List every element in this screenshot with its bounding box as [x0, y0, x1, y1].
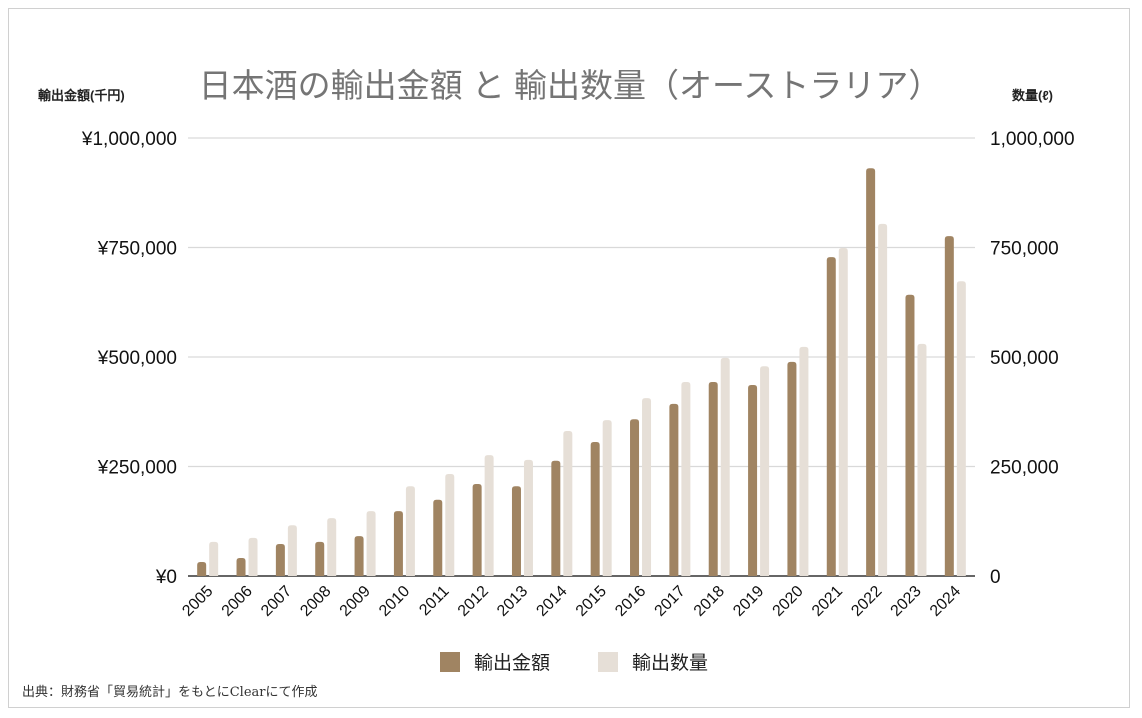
- bar-export-volume: [445, 473, 455, 576]
- bar-export-volume: [838, 247, 848, 577]
- right-tick-label: 500,000: [990, 348, 1059, 369]
- bar-export-volume: [878, 223, 888, 576]
- x-tick-label: 2018: [691, 583, 728, 620]
- x-tick-label: 2013: [494, 583, 531, 620]
- bar-export-value: [630, 419, 640, 576]
- right-tick-label: 750,000: [990, 239, 1059, 260]
- bar-export-volume: [720, 357, 730, 576]
- bar-export-value: [905, 294, 915, 576]
- left-tick-label: ¥500,000: [97, 348, 177, 369]
- bar-export-volume: [248, 537, 258, 576]
- bar-export-value: [826, 257, 836, 576]
- left-tick-label: ¥0: [155, 567, 177, 588]
- legend-label: 輸出数量: [632, 652, 708, 674]
- bar-export-value: [866, 168, 876, 577]
- bar-export-value: [433, 499, 443, 576]
- bar-export-value: [708, 381, 718, 576]
- left-tick-label: ¥750,000: [97, 239, 177, 260]
- x-tick-label: 2017: [652, 583, 689, 620]
- bar-export-value: [787, 361, 797, 576]
- bar-export-volume: [917, 343, 927, 576]
- x-tick-label: 2024: [927, 583, 964, 620]
- right-tick-label: 250,000: [990, 458, 1059, 479]
- chart-frame: [8, 8, 1130, 708]
- left-axis-label: 輸出金額(千円): [38, 88, 125, 103]
- source-note: 出典：財務省「貿易統計」をもとにClearにて作成: [22, 685, 318, 700]
- bar-export-value: [590, 441, 600, 576]
- bar-export-value: [944, 236, 954, 576]
- bar-export-value: [354, 536, 364, 576]
- x-tick-label: 2012: [455, 583, 492, 620]
- x-tick-label: 2005: [179, 583, 216, 620]
- bar-export-volume: [799, 346, 809, 576]
- bar-export-value: [748, 385, 758, 576]
- x-tick-label: 2006: [219, 583, 256, 620]
- x-tick-label: 2007: [258, 583, 295, 620]
- right-axis-label: 数量(ℓ): [1012, 88, 1053, 103]
- chart-title: 日本酒の輸出金額 と 輸出数量（オーストラリア）: [199, 67, 942, 104]
- left-tick-label: ¥1,000,000: [81, 129, 177, 150]
- bar-export-volume: [760, 366, 770, 576]
- bar-export-volume: [209, 541, 219, 576]
- x-tick-label: 2008: [297, 583, 334, 620]
- bar-export-value: [511, 486, 521, 576]
- bar-export-value: [472, 484, 482, 576]
- bar-export-value: [551, 460, 561, 576]
- legend-swatch: [440, 652, 460, 672]
- bar-export-volume: [366, 511, 376, 576]
- bar-export-value: [393, 511, 403, 576]
- x-tick-label: 2015: [573, 583, 610, 620]
- bar-export-volume: [523, 459, 533, 576]
- x-tick-label: 2019: [730, 583, 767, 620]
- x-tick-label: 2023: [888, 583, 925, 620]
- bar-export-value: [669, 403, 679, 576]
- bar-export-volume: [484, 455, 494, 576]
- x-tick-label: 2014: [533, 583, 570, 620]
- bar-export-volume: [327, 518, 337, 576]
- bar-export-value: [236, 558, 246, 576]
- bar-export-volume: [681, 381, 691, 576]
- x-tick-label: 2016: [612, 583, 649, 620]
- bar-export-volume: [287, 525, 297, 576]
- bar-export-volume: [956, 281, 966, 576]
- bar-export-value: [197, 561, 207, 576]
- x-tick-label: 2022: [848, 583, 885, 620]
- bar-export-volume: [642, 398, 652, 576]
- right-tick-label: 0: [990, 567, 1001, 588]
- x-tick-label: 2021: [809, 583, 846, 620]
- left-tick-label: ¥250,000: [97, 458, 177, 479]
- bar-export-value: [275, 544, 285, 576]
- bar-export-volume: [405, 486, 415, 576]
- legend-label: 輸出金額: [474, 652, 550, 674]
- bar-export-volume: [602, 420, 612, 576]
- x-tick-label: 2011: [416, 583, 452, 619]
- right-tick-label: 1,000,000: [990, 129, 1075, 150]
- x-tick-label: 2010: [376, 583, 413, 620]
- x-tick-label: 2020: [770, 583, 807, 620]
- bar-export-value: [315, 541, 325, 576]
- x-tick-label: 2009: [337, 583, 374, 620]
- bar-export-volume: [563, 431, 573, 576]
- legend-swatch: [598, 652, 618, 672]
